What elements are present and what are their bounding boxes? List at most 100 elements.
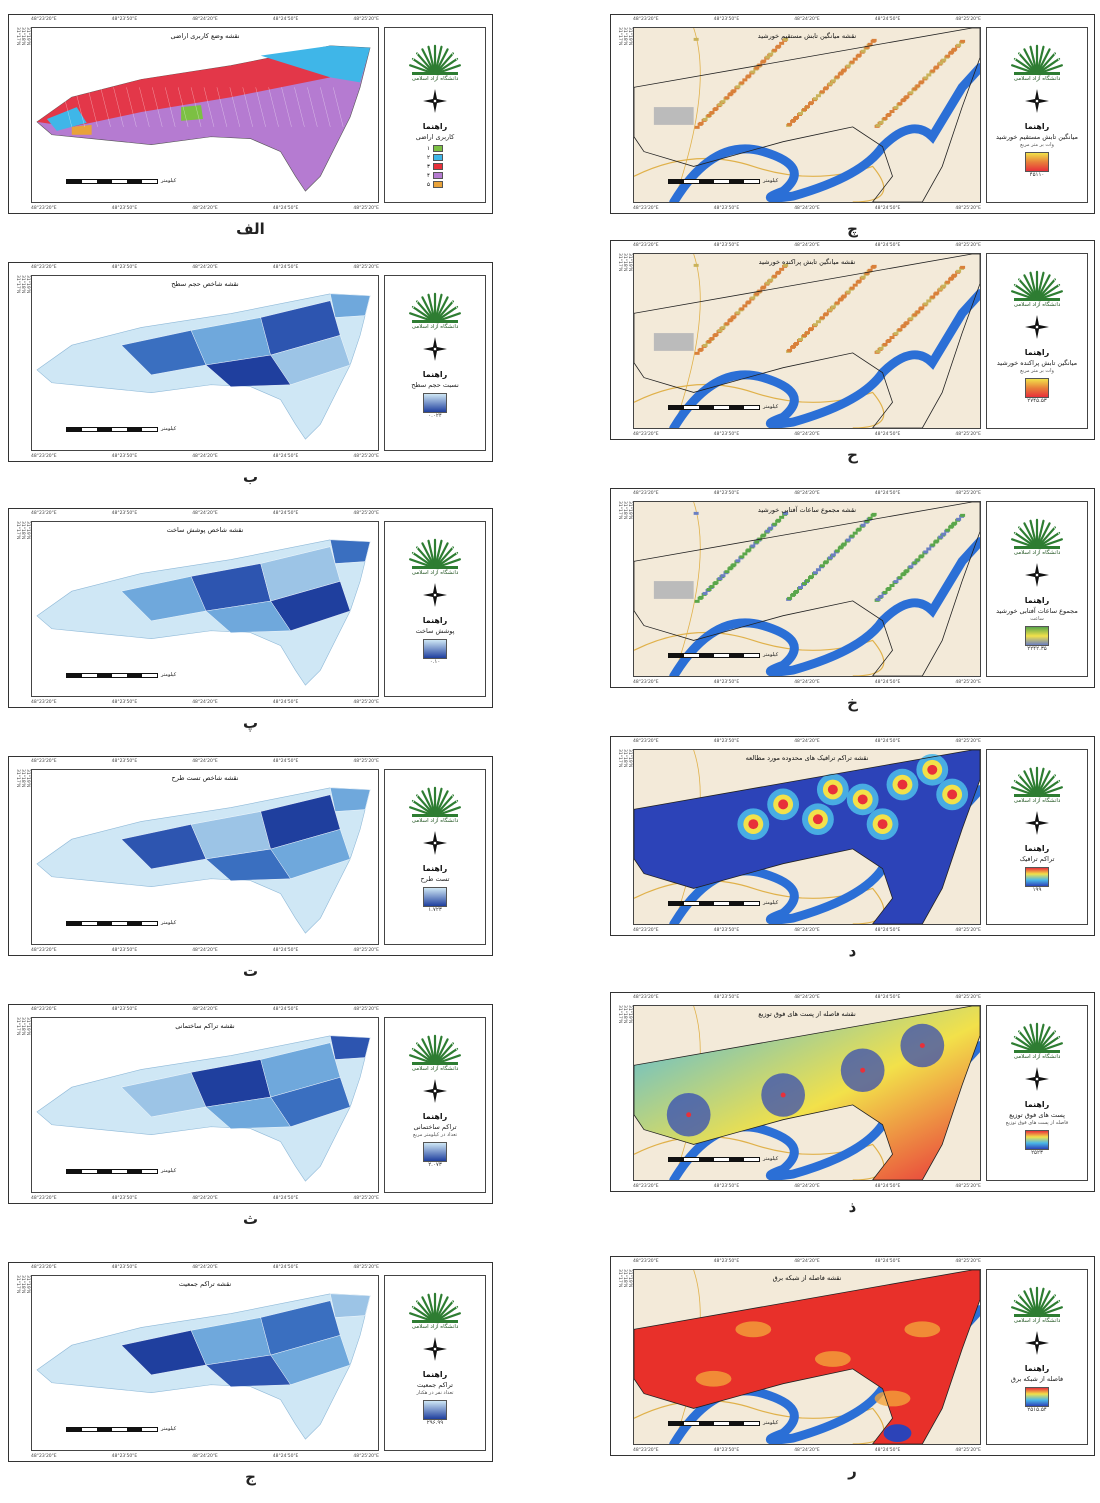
- building: [830, 305, 836, 309]
- building: [808, 327, 814, 331]
- coordinate-label: 48°24'20"E: [794, 1259, 820, 1264]
- coordinate-label: 48°24'20"E: [794, 432, 820, 437]
- building: [706, 588, 712, 591]
- building: [720, 326, 726, 330]
- legend-box: دانشگاه آزاد اسلامی راهنما تراکم جمعیت ت…: [384, 1275, 486, 1451]
- street: [74, 87, 85, 127]
- scale-unit: کیلومتر: [161, 1168, 177, 1174]
- street: [126, 87, 137, 127]
- building: [713, 333, 719, 337]
- legend-color-ramp: [1025, 1130, 1049, 1150]
- coordinate-label: 48°23'50"E: [713, 491, 740, 496]
- university-logo-icon: [409, 1034, 461, 1066]
- map-canvas: نقشه وضع کاربری اراضی کیلومتر: [31, 27, 379, 203]
- legend-ramp-value: ۰.۰۲۴: [428, 413, 442, 419]
- zone: [330, 1035, 371, 1060]
- building: [893, 106, 899, 110]
- legend-note: فاصله از پست های فوق توزیع: [1005, 1120, 1069, 1126]
- legend-heading: راهنما: [422, 1370, 448, 1379]
- building: [915, 558, 921, 562]
- building: [776, 44, 782, 48]
- legend-label: پست های فوق توزیع: [1009, 1111, 1065, 1119]
- scale-bar: کیلومتر: [66, 1168, 176, 1174]
- coordinate-label: 31°17'N: [617, 501, 622, 520]
- coordinate-label: 48°24'50"E: [272, 1007, 299, 1012]
- university-logo-icon: [409, 44, 461, 76]
- coordinate-label: 48°24'20"E: [794, 995, 820, 1000]
- building: [805, 331, 810, 335]
- building: [815, 568, 821, 572]
- coordinate-label: 48°24'20"E: [794, 491, 820, 496]
- coordinate-label: 48°23'20"E: [31, 17, 57, 22]
- university-logo-icon: [1011, 270, 1063, 302]
- legend-label: تراکم جمعیت: [417, 1381, 453, 1389]
- coordinate-label: 48°25'20"E: [353, 17, 379, 22]
- legend-note: وات بر متر مربع: [1020, 142, 1054, 148]
- coordinate-label: 31°18'N: [622, 253, 627, 272]
- coordinate-label: 31°17'N: [15, 521, 20, 540]
- legend-swatch: [432, 145, 443, 152]
- building: [794, 115, 800, 119]
- coordinate-label: 48°23'50"E: [713, 1448, 740, 1453]
- building: [791, 118, 797, 122]
- building: [841, 294, 847, 298]
- building: [742, 552, 748, 556]
- building: [827, 82, 833, 86]
- building: [945, 528, 951, 532]
- legend-color-ramp: [423, 639, 447, 659]
- north-arrow-icon: [1025, 1331, 1049, 1355]
- coordinate-ticks-side: 31°19'N 31°18'N 31°17'N: [617, 1269, 632, 1445]
- coordinate-label: 31°19'N: [25, 275, 30, 294]
- coordinate-label: 48°23'20"E: [31, 1454, 57, 1459]
- building: [724, 570, 730, 574]
- building: [819, 316, 825, 320]
- legend-label: نسبت حجم سطح: [411, 381, 459, 389]
- coordinate-label: 48°24'50"E: [272, 1265, 299, 1270]
- logo-text: دانشگاه آزاد اسلامی: [411, 1066, 459, 1072]
- building: [713, 581, 719, 585]
- map-canvas: نقشه تراکم ترافیک های محدوده مورد مطالعه…: [633, 749, 981, 925]
- building: [856, 527, 862, 531]
- coordinate-label: 48°23'50"E: [713, 680, 740, 685]
- coordinate-label: 48°24'20"E: [192, 1265, 218, 1270]
- heat-spot: [827, 784, 838, 795]
- building: [849, 534, 855, 538]
- building: [908, 565, 914, 569]
- building: [787, 122, 793, 126]
- coordinate-label: 48°24'20"E: [192, 454, 218, 459]
- building: [952, 47, 958, 51]
- coordinate-label: 48°24'20"E: [794, 1184, 820, 1189]
- legend-class-label: ۲: [427, 154, 430, 161]
- building: [827, 308, 833, 312]
- map-panel: 48°23'20"E 48°23'50"E 48°24'20"E 48°24'50"E…: [610, 14, 1095, 214]
- coordinate-label: 48°23'20"E: [633, 680, 659, 685]
- scale-unit: کیلومتر: [161, 426, 177, 432]
- building: [889, 336, 895, 340]
- map-svg: [32, 276, 378, 450]
- zone-residential: [36, 45, 331, 127]
- building: [915, 310, 921, 314]
- building: [739, 81, 745, 85]
- coordinate-label: 31°17'N: [15, 1275, 20, 1294]
- zone: [205, 354, 291, 387]
- building: [739, 307, 745, 311]
- panel-caption: پ: [242, 714, 259, 732]
- coordinate-label: 48°25'20"E: [955, 243, 981, 248]
- coordinate-label: 48°24'20"E: [794, 739, 820, 744]
- building: [952, 273, 958, 277]
- legend-color-ramp: [423, 1400, 447, 1420]
- coordinate-label: 31°17'N: [617, 253, 622, 272]
- building: [956, 269, 962, 273]
- building: [841, 542, 847, 546]
- coordinate-label: 48°23'20"E: [31, 265, 57, 270]
- coordinate-label: 48°24'50"E: [272, 700, 299, 705]
- coordinate-label: 31°19'N: [627, 1269, 632, 1288]
- legend-swatch: [432, 154, 443, 161]
- building: [912, 561, 918, 565]
- building: [845, 64, 851, 68]
- river: [669, 289, 980, 428]
- distance-patch: [904, 1321, 941, 1338]
- building: [802, 334, 807, 338]
- coordinate-label: 48°25'20"E: [353, 454, 379, 459]
- coordinate-label: 48°24'20"E: [192, 17, 218, 22]
